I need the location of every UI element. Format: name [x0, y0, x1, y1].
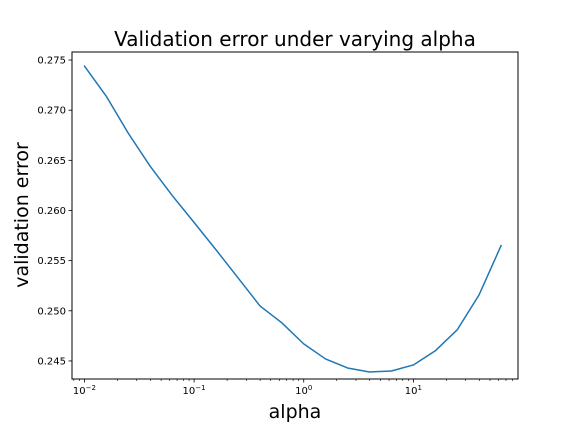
- x-axis: 10−2 10−1 100 101: [73, 379, 513, 397]
- x-tick-base-3: 10: [405, 386, 418, 397]
- y-tick-label-3: 0.260: [37, 206, 66, 217]
- y-tick-label-5: 0.270: [37, 106, 66, 117]
- chart-title: Validation error under varying alpha: [114, 27, 476, 51]
- y-axis: 0.245 0.250 0.255 0.260 0.265 0.270 0.275: [37, 56, 72, 367]
- plot-frame: [71, 51, 519, 380]
- x-tick-exp-0: −2: [86, 384, 96, 392]
- y-axis-label: validation error: [11, 142, 33, 288]
- series-layer: [83, 65, 502, 373]
- y-tick-label-2: 0.255: [37, 256, 66, 267]
- x-tick-base-1: 10: [183, 386, 196, 397]
- x-tick-exp-2: 0: [308, 384, 312, 392]
- y-tick-label-4: 0.265: [37, 156, 66, 167]
- y-tick-label-6: 0.275: [37, 56, 66, 67]
- x-axis-label: alpha: [269, 401, 322, 423]
- series-line-0: [83, 65, 502, 373]
- x-tick-label-2: 100: [295, 384, 312, 397]
- x-tick-label-0: 10−2: [73, 384, 96, 397]
- x-tick-base-0: 10: [73, 386, 86, 397]
- y-tick-label-1: 0.250: [37, 306, 66, 317]
- x-tick-exp-1: −1: [195, 384, 205, 392]
- x-tick-exp-3: 1: [418, 384, 422, 392]
- y-tick-label-0: 0.245: [37, 356, 66, 367]
- x-tick-label-1: 10−1: [183, 384, 206, 397]
- x-tick-label-3: 101: [405, 384, 422, 397]
- x-tick-base-2: 10: [295, 386, 308, 397]
